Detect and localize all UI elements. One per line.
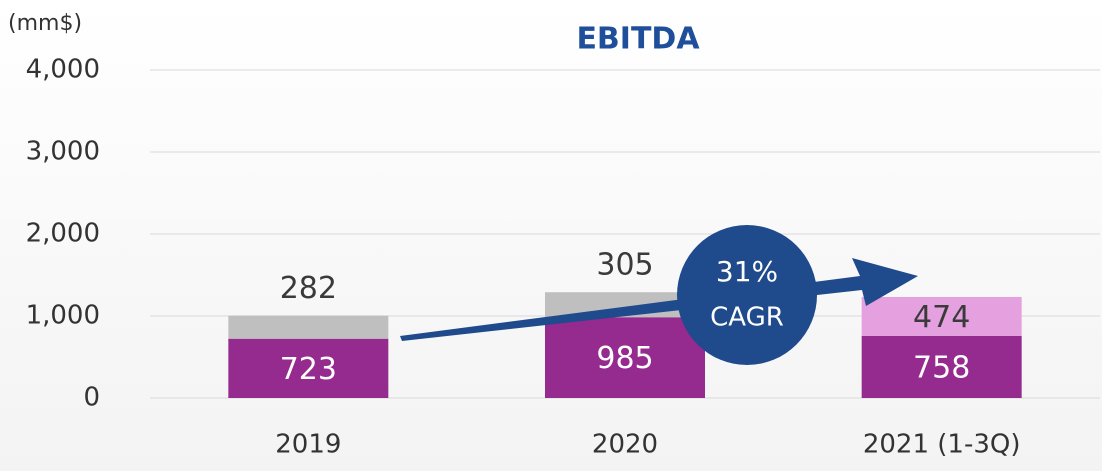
chart-title: EBITDA [576, 22, 700, 57]
annotation: CAGR [710, 303, 784, 333]
data-label: 758 [913, 350, 970, 385]
data-label: 985 [596, 341, 653, 376]
cagr-circle [677, 225, 817, 365]
data-label: 474 [913, 300, 970, 335]
bar-segment [228, 338, 389, 398]
data-label: 282 [280, 271, 337, 306]
bar-segment [861, 296, 1022, 336]
bar-segment [228, 315, 389, 339]
x-tick-label: 2020 [592, 430, 658, 460]
annotation: 31% [716, 255, 778, 288]
x-tick-label: 2021 (1-3Q) [863, 430, 1021, 460]
y-tick-label: 4,000 [26, 55, 100, 85]
bar-segment [861, 335, 1022, 398]
bar-segment [545, 317, 705, 398]
cagr-arrow [400, 258, 918, 341]
unit-label: (mm$) [8, 11, 82, 36]
y-tick-label: 1,000 [26, 301, 100, 331]
data-label: 723 [280, 352, 337, 387]
y-tick-label: 3,000 [26, 137, 100, 167]
y-tick-label: 2,000 [26, 219, 100, 249]
data-label: 305 [596, 248, 653, 283]
y-tick-label: 0 [83, 383, 100, 413]
x-tick-label: 2019 [275, 430, 341, 460]
